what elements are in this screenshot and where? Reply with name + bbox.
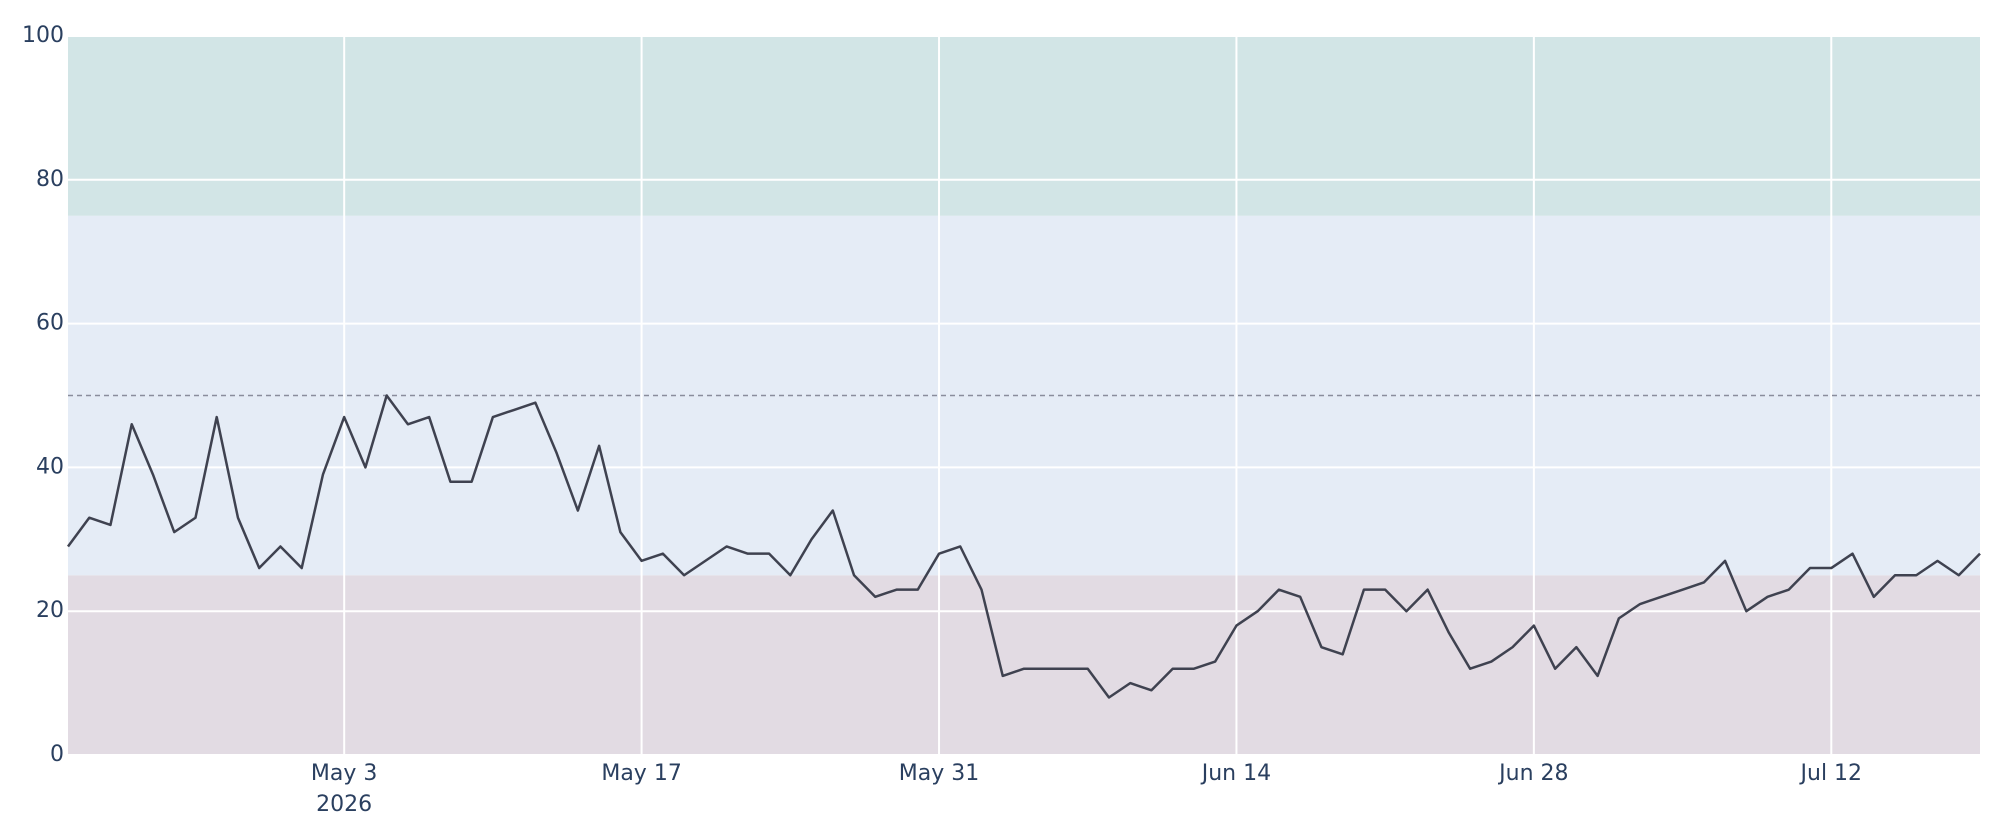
y-tick-label: 20 (36, 598, 64, 623)
band (68, 575, 1980, 755)
x-tick-label: May 31 (899, 761, 979, 786)
line (66, 394, 1981, 699)
y-tick-label: 80 (36, 167, 64, 192)
x-tick-label: Jul 12 (1799, 761, 1863, 786)
y-tick-label: 40 (36, 454, 64, 479)
x-tick-label: Jun 28 (1497, 761, 1568, 786)
y-tick-label: 0 (50, 742, 64, 767)
x-year-label: 2026 (316, 792, 372, 817)
y-tick-label: 60 (36, 311, 64, 336)
x-tick-label: Jun 14 (1200, 761, 1271, 786)
band (68, 36, 1980, 216)
x-tick-label: May 3 (311, 761, 377, 786)
x-tick-label: May 17 (601, 761, 681, 786)
y-tick-label: 100 (22, 23, 64, 48)
